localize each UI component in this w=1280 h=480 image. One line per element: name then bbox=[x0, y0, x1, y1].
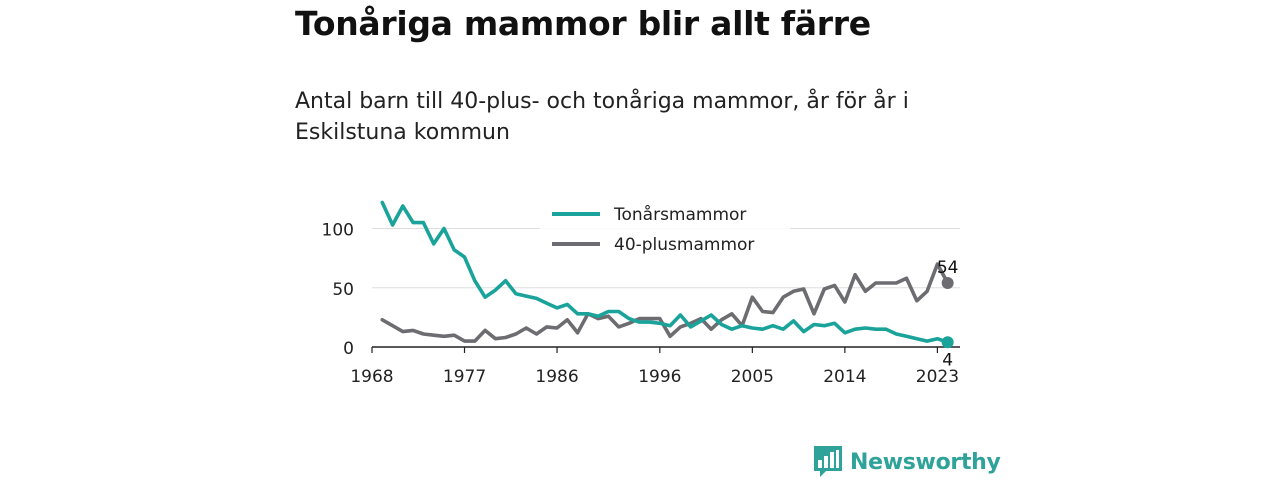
y-tick-label: 0 bbox=[343, 339, 354, 359]
end-label-40-plusmammor: 54 bbox=[937, 258, 959, 278]
legend-label-tonarsmammor: Tonårsmammor bbox=[613, 204, 746, 225]
series-line-tonarsmammor bbox=[380, 200, 950, 345]
x-tick-label: 1986 bbox=[535, 367, 578, 387]
chart-subtitle: Antal barn till 40-plus- och tonåriga ma… bbox=[295, 89, 909, 145]
x-tick-label: 1996 bbox=[638, 367, 681, 387]
y-tick-label: 100 bbox=[322, 221, 354, 241]
x-tick-label: 2014 bbox=[823, 367, 866, 387]
chart-title: Tonåriga mammor blir allt färre bbox=[295, 4, 871, 43]
end-label-tonarsmammor: 4 bbox=[942, 350, 953, 370]
x-tick-label: 1968 bbox=[350, 367, 393, 387]
newsworthy-logo-icon bbox=[814, 446, 842, 477]
legend-background bbox=[540, 196, 790, 260]
newsworthy-logo-text: Newsworthy bbox=[850, 449, 1001, 475]
newsworthy-logo: Newsworthy bbox=[814, 446, 1001, 478]
x-tick-label: 2023 bbox=[916, 367, 959, 387]
endpoint-dot-40-plusmammor bbox=[941, 277, 954, 290]
series-line-40-plusmammor bbox=[380, 262, 950, 343]
endpoint-dot-tonarsmammor bbox=[941, 336, 954, 349]
legend-label-40-plusmammor: 40-plusmammor bbox=[614, 235, 754, 255]
x-tick-label: 1977 bbox=[443, 367, 486, 387]
x-tick-label: 2005 bbox=[731, 367, 774, 387]
y-tick-label: 50 bbox=[332, 280, 354, 300]
